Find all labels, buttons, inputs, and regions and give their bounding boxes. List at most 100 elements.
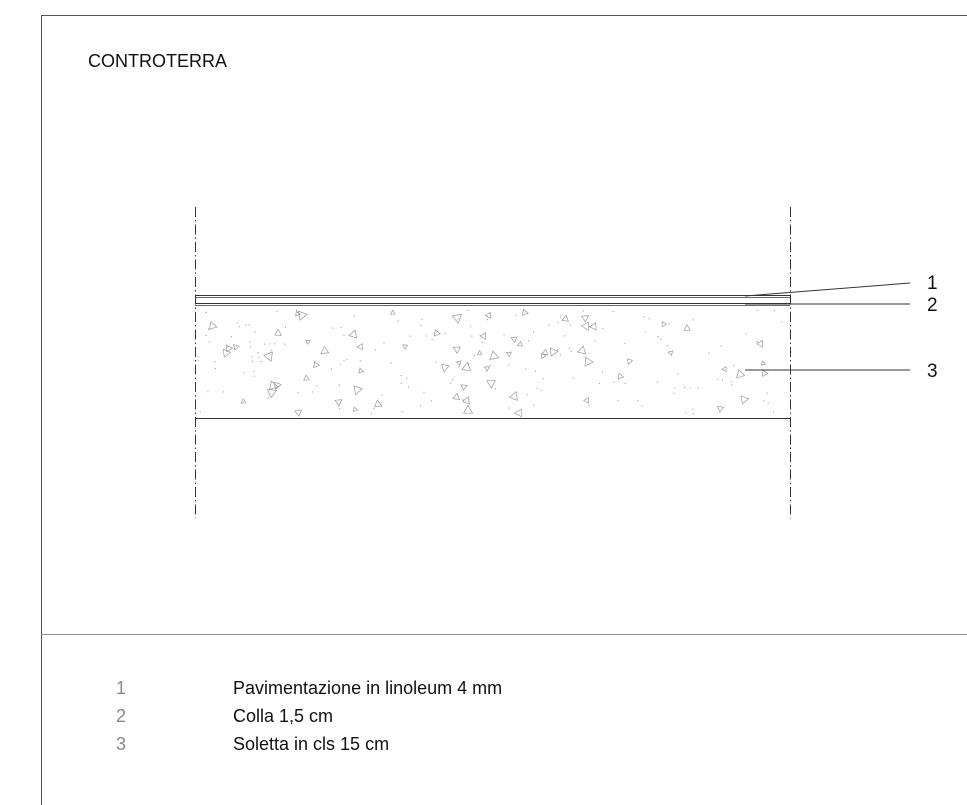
hatch-dot — [444, 332, 446, 334]
legend-description: Pavimentazione in linoleum 4 mm — [233, 678, 503, 698]
hatch-triangle — [513, 408, 522, 418]
hatch-dot — [570, 350, 572, 352]
hatch-dot — [258, 356, 260, 358]
hatch-triangle — [274, 328, 282, 336]
hatch-triangle — [455, 360, 462, 366]
hatch-dot — [540, 389, 542, 391]
hatch-dot — [598, 383, 601, 385]
hatch-triangle — [294, 409, 303, 417]
hatch-triangle — [358, 367, 365, 374]
hatch-dot — [243, 372, 245, 374]
hatch-dot — [248, 324, 250, 326]
hatch-dot — [645, 331, 647, 333]
hatch-dot — [426, 335, 428, 337]
hatch-dot — [339, 408, 341, 410]
hatch-dot — [582, 310, 585, 312]
hatch-dot — [284, 343, 286, 345]
hatch-dot — [208, 328, 210, 330]
hatch-dot — [274, 343, 276, 345]
hatch-dot — [660, 338, 662, 340]
hatch-triangle — [389, 309, 396, 315]
hatch-dot — [276, 310, 278, 312]
hatch-dot — [562, 319, 564, 321]
hatch-triangle — [740, 395, 750, 405]
hatch-triangle — [661, 320, 668, 328]
legend-row: 2 Colla 1,5 cm — [0, 706, 967, 730]
hatch-dot — [214, 361, 216, 363]
hatch-dot — [601, 371, 604, 373]
layer-concrete-slab — [195, 308, 790, 419]
hatch-triangle — [483, 366, 490, 372]
hatch-dot — [486, 319, 488, 321]
hatch-dot — [781, 321, 783, 323]
hatch-dot — [503, 334, 505, 336]
hatch-dot — [462, 399, 464, 401]
hatch-dot — [370, 413, 372, 415]
hatch-dot — [270, 350, 272, 352]
hatch-dot — [494, 388, 497, 390]
hatch-dot — [685, 411, 687, 413]
hatch-dot — [533, 404, 535, 406]
hatch-dot — [692, 408, 694, 410]
hatch-dot — [284, 326, 287, 328]
hatch-dot — [717, 378, 719, 380]
concrete-hatch-pattern — [197, 308, 783, 418]
hatch-dot — [400, 382, 402, 384]
hatch-dot — [390, 362, 392, 364]
hatch-dot — [254, 331, 256, 333]
hatch-dot — [648, 318, 650, 320]
hatch-dot — [421, 318, 423, 320]
hatch-dot — [400, 375, 402, 377]
hatch-dot — [297, 392, 299, 394]
hatch-dot — [340, 363, 342, 365]
hatch-triangle — [356, 342, 363, 351]
legend-number: 3 — [116, 734, 127, 754]
hatch-dot — [420, 324, 422, 327]
hatch-dot — [467, 309, 469, 311]
hatch-triangle — [489, 350, 500, 360]
hatch-dot — [197, 356, 199, 358]
hatch-dot — [568, 347, 571, 350]
layer-linoleum — [195, 295, 790, 298]
hatch-triangle — [508, 391, 518, 401]
hatch-triangle — [225, 344, 234, 353]
legend-row: 1 Pavimentazione in linoleum 4 mm — [0, 678, 967, 702]
hatch-dot — [253, 375, 256, 377]
hatch-dot — [722, 379, 724, 381]
hatch-dot — [330, 368, 333, 370]
hatch-triangle — [402, 344, 409, 350]
hatch-dot — [260, 361, 262, 363]
hatch-dot — [269, 343, 271, 345]
hatch-dot — [338, 384, 340, 386]
hatch-dot — [731, 381, 733, 383]
hatch-triangle — [583, 396, 589, 404]
legend-number: 1 — [116, 678, 127, 698]
sheet-title: CONTROTERRA — [88, 51, 227, 71]
hatch-triangle — [266, 389, 278, 399]
hatch-dot — [536, 387, 538, 389]
hatch-dot — [205, 334, 207, 337]
hatch-dot — [401, 411, 403, 413]
hatch-dot — [617, 400, 619, 402]
callout-1-number: 1 — [927, 273, 938, 294]
hatch-dot — [656, 381, 659, 383]
hatch-triangle — [240, 398, 247, 404]
callout-2: 2 — [745, 295, 938, 316]
legend-row: 3 Soletta in cls 15 cm — [0, 734, 967, 758]
hatch-triangle — [451, 313, 463, 324]
callout-2-number: 2 — [927, 295, 938, 316]
hatch-dot — [508, 364, 510, 366]
hatch-triangle — [433, 329, 441, 337]
hatch-dot — [624, 342, 626, 344]
hatch-triangle — [452, 392, 461, 401]
hatch-dot — [673, 392, 675, 394]
hatch-triangle — [667, 350, 674, 357]
hatch-triangle — [479, 332, 486, 341]
hatch-dot — [643, 316, 645, 318]
hatch-dot — [572, 377, 574, 379]
hatch-triangle — [580, 321, 589, 331]
hatch-triangle — [348, 329, 358, 339]
hatch-triangle — [760, 360, 767, 366]
hatch-dot — [263, 343, 265, 345]
